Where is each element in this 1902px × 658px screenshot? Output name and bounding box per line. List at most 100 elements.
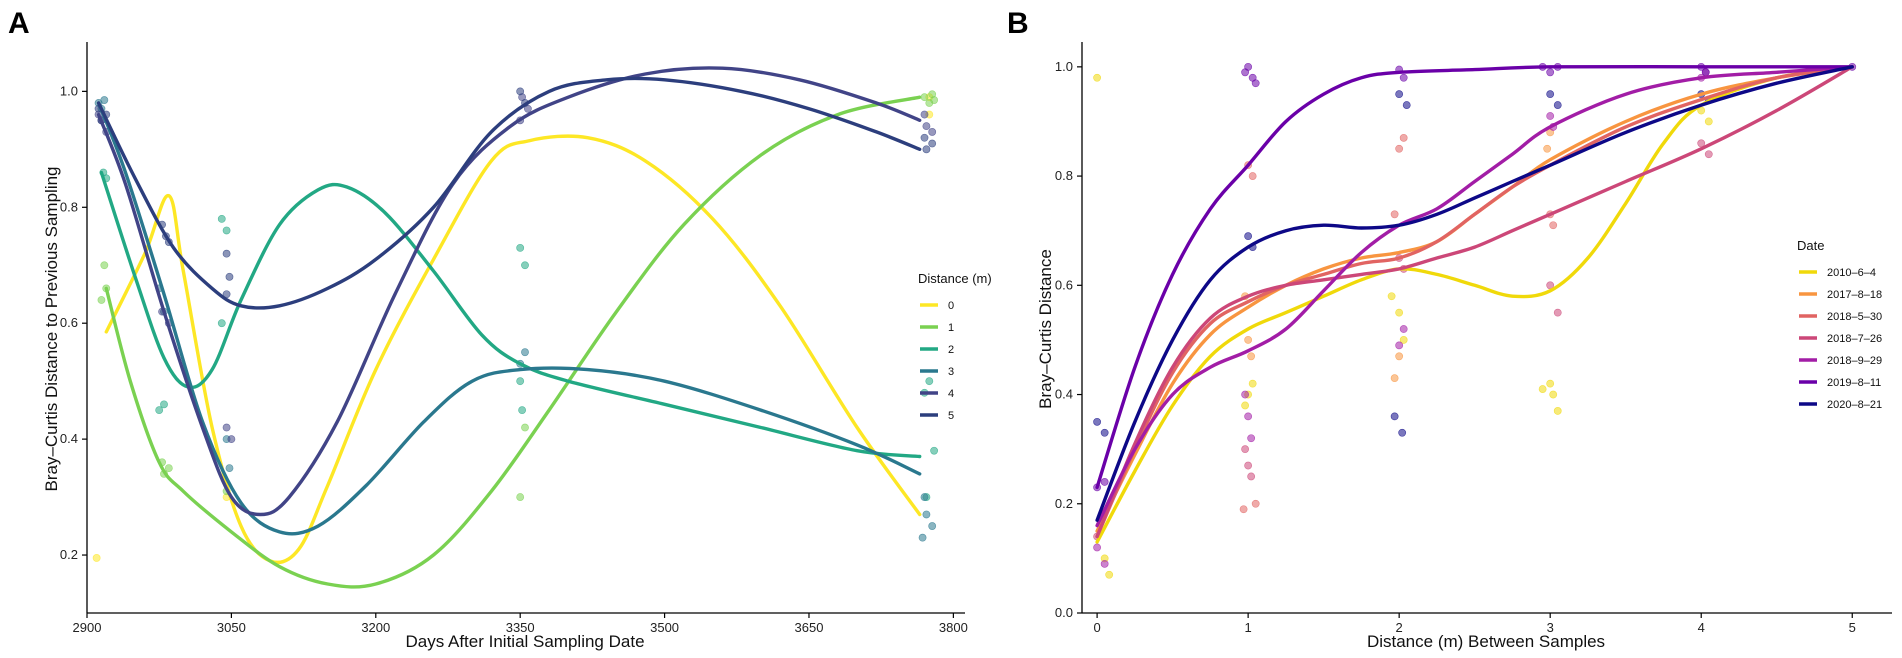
- data-point-b: [1399, 73, 1408, 82]
- data-point-a: [516, 243, 525, 252]
- legend-label-b: 2018–5–30: [1827, 311, 1882, 323]
- data-point-b: [1241, 390, 1250, 399]
- data-point-b: [1251, 79, 1260, 88]
- x-tick-label-a: 3500: [650, 620, 679, 635]
- legend-label-a: 4: [948, 388, 954, 400]
- data-point-a: [920, 493, 929, 501]
- data-point-a: [516, 377, 525, 386]
- data-point-b: [1241, 401, 1250, 410]
- x-tick-label-a: 3650: [795, 620, 824, 635]
- data-point-b: [1387, 292, 1396, 301]
- data-point-a: [217, 214, 226, 223]
- data-point-b: [1553, 308, 1562, 317]
- data-point-a: [928, 128, 937, 136]
- smooth-curve-b: [1095, 65, 1854, 544]
- x-tick-label-b: 5: [1849, 620, 1856, 635]
- data-point-a: [518, 406, 527, 415]
- smooth-curve-a: [99, 170, 922, 459]
- data-point-b: [1251, 499, 1260, 508]
- smooth-curve-a: [104, 95, 922, 589]
- data-point-a: [918, 533, 927, 542]
- data-point-b: [1553, 101, 1562, 109]
- smooth-curve-b: [1095, 65, 1854, 522]
- data-point-a: [922, 145, 931, 154]
- data-point-a: [155, 406, 164, 415]
- data-point-b: [1100, 428, 1109, 437]
- data-point-b: [1244, 336, 1253, 344]
- y-tick-label-b: 0.8: [1055, 168, 1073, 183]
- data-point-a: [922, 122, 931, 131]
- x-tick-label-a: 3350: [506, 620, 535, 635]
- y-tick-label-a: 0.2: [60, 547, 78, 562]
- legend-label-b: 2018–9–29: [1827, 355, 1882, 367]
- data-point-a: [920, 110, 929, 119]
- y-axis-title-b: Bray–Curtis Distance: [1036, 249, 1055, 409]
- data-point-b: [1247, 352, 1256, 361]
- x-tick-label-b: 3: [1547, 620, 1554, 635]
- data-point-a: [225, 272, 234, 281]
- data-point-b: [1100, 478, 1109, 486]
- y-axis-title-a: Bray–Curtis Distance to Previous Samplin…: [42, 166, 61, 491]
- smooth-curve-a: [96, 101, 922, 536]
- y-tick-label-a: 0.8: [60, 199, 78, 214]
- data-point-b: [1244, 62, 1253, 71]
- data-point-a: [928, 522, 937, 530]
- smooth-curve-a: [96, 66, 922, 517]
- data-point-a: [928, 139, 937, 148]
- data-point-b: [1100, 559, 1109, 568]
- smooth-curve-a: [96, 76, 922, 310]
- data-point-b: [1248, 379, 1257, 388]
- x-tick-label-b: 2: [1396, 620, 1403, 635]
- panel-a-bray-curtis-by-days: A 2900 3050 3200 3350 3500 3650 3800 0.2 0.4 0.6 0.…: [8, 7, 992, 651]
- smooth-curve-b: [1095, 65, 1854, 539]
- legend-label-a: 5: [948, 410, 954, 422]
- data-point-b: [1399, 336, 1408, 344]
- x-tick-label-a: 2900: [73, 620, 102, 635]
- data-point-b: [1553, 407, 1562, 415]
- data-point-b: [1093, 417, 1102, 426]
- panel-label-b: B: [1007, 7, 1029, 40]
- data-point-a: [930, 446, 939, 455]
- legend-label-b: 2020–8–21: [1827, 399, 1882, 411]
- y-tick-label-b: 1.0: [1055, 59, 1073, 74]
- data-point-b: [1395, 352, 1404, 361]
- smooth-curve-b: [1095, 65, 1854, 533]
- x-tick-label-a: 3800: [939, 620, 968, 635]
- y-tick-label-a: 0.4: [60, 431, 78, 446]
- data-point-b: [1093, 73, 1102, 82]
- data-point-b: [1395, 144, 1404, 153]
- y-tick-label-b: 0.0: [1055, 605, 1073, 620]
- data-point-a: [516, 87, 525, 96]
- data-point-a: [920, 93, 929, 102]
- data-point-b: [1390, 412, 1399, 421]
- data-point-a: [225, 464, 234, 473]
- data-point-b: [1247, 472, 1256, 481]
- data-point-a: [222, 423, 231, 432]
- data-point-b: [1697, 139, 1706, 148]
- data-point-b: [1244, 461, 1253, 470]
- data-point-b: [1543, 144, 1552, 153]
- data-point-a: [222, 226, 231, 235]
- y-tick-label-a: 1.0: [60, 83, 78, 98]
- legend-label-b: 2017–8–18: [1827, 289, 1882, 301]
- data-point-b: [1399, 325, 1408, 333]
- legend-label-a: 3: [948, 366, 954, 378]
- data-point-b: [1093, 543, 1102, 552]
- legend-title-a: Distance (m): [918, 271, 992, 286]
- x-tick-label-a: 3200: [361, 620, 390, 635]
- data-point-a: [930, 96, 939, 104]
- data-point-b: [1247, 434, 1256, 443]
- panel-label-a: A: [8, 7, 30, 40]
- x-axis-title-a: Days After Initial Sampling Date: [405, 632, 644, 651]
- legend-label-b: 2019–8–11: [1827, 377, 1881, 389]
- data-point-b: [1538, 385, 1547, 393]
- data-point-b: [1239, 505, 1248, 514]
- smooth-curve-b: [1095, 64, 1854, 490]
- data-point-b: [1402, 101, 1411, 109]
- data-point-b: [1549, 221, 1558, 230]
- data-point-a: [521, 348, 529, 357]
- legend-label-a: 0: [948, 300, 954, 312]
- data-point-b: [1704, 117, 1713, 126]
- data-point-b: [1395, 308, 1404, 317]
